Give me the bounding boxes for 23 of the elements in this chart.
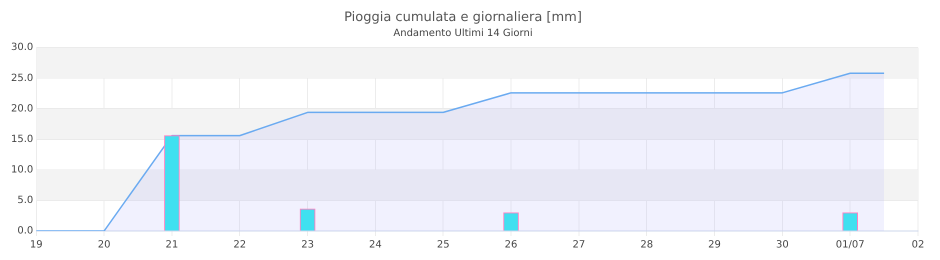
x-tick-label: 19	[30, 240, 43, 251]
x-tick-label: 01/07	[836, 240, 865, 251]
y-tick-label: 25.0	[11, 72, 34, 84]
x-tick-label: 30	[776, 240, 789, 251]
x-tick-label: 26	[504, 240, 518, 251]
y-tick-label: 10.0	[11, 164, 34, 176]
x-tick-label: 22	[233, 240, 246, 251]
x-tick-label: 27	[572, 240, 586, 251]
x-tick-label: 25	[436, 240, 450, 251]
chart-title: Pioggia cumulata e giornaliera [mm]	[344, 10, 582, 26]
x-tick-label: 28	[640, 240, 654, 251]
x-tick-label: 24	[369, 240, 382, 251]
chart-subtitle: Andamento Ultimi 14 Giorni	[393, 28, 533, 40]
x-tick-label: 21	[166, 240, 178, 251]
x-tick-label: 23	[301, 240, 314, 251]
x-tick-label: 29	[708, 240, 721, 251]
y-tick-label: 30.0	[11, 42, 34, 54]
y-tick-label: 0.0	[17, 226, 34, 237]
x-tick-label: 20	[98, 240, 110, 251]
y-tick-label: 20.0	[11, 103, 34, 114]
y-tick-label: 15.0	[11, 134, 34, 145]
x-tick-label: 02	[912, 240, 924, 251]
y-tick-label: 5.0	[17, 195, 34, 206]
